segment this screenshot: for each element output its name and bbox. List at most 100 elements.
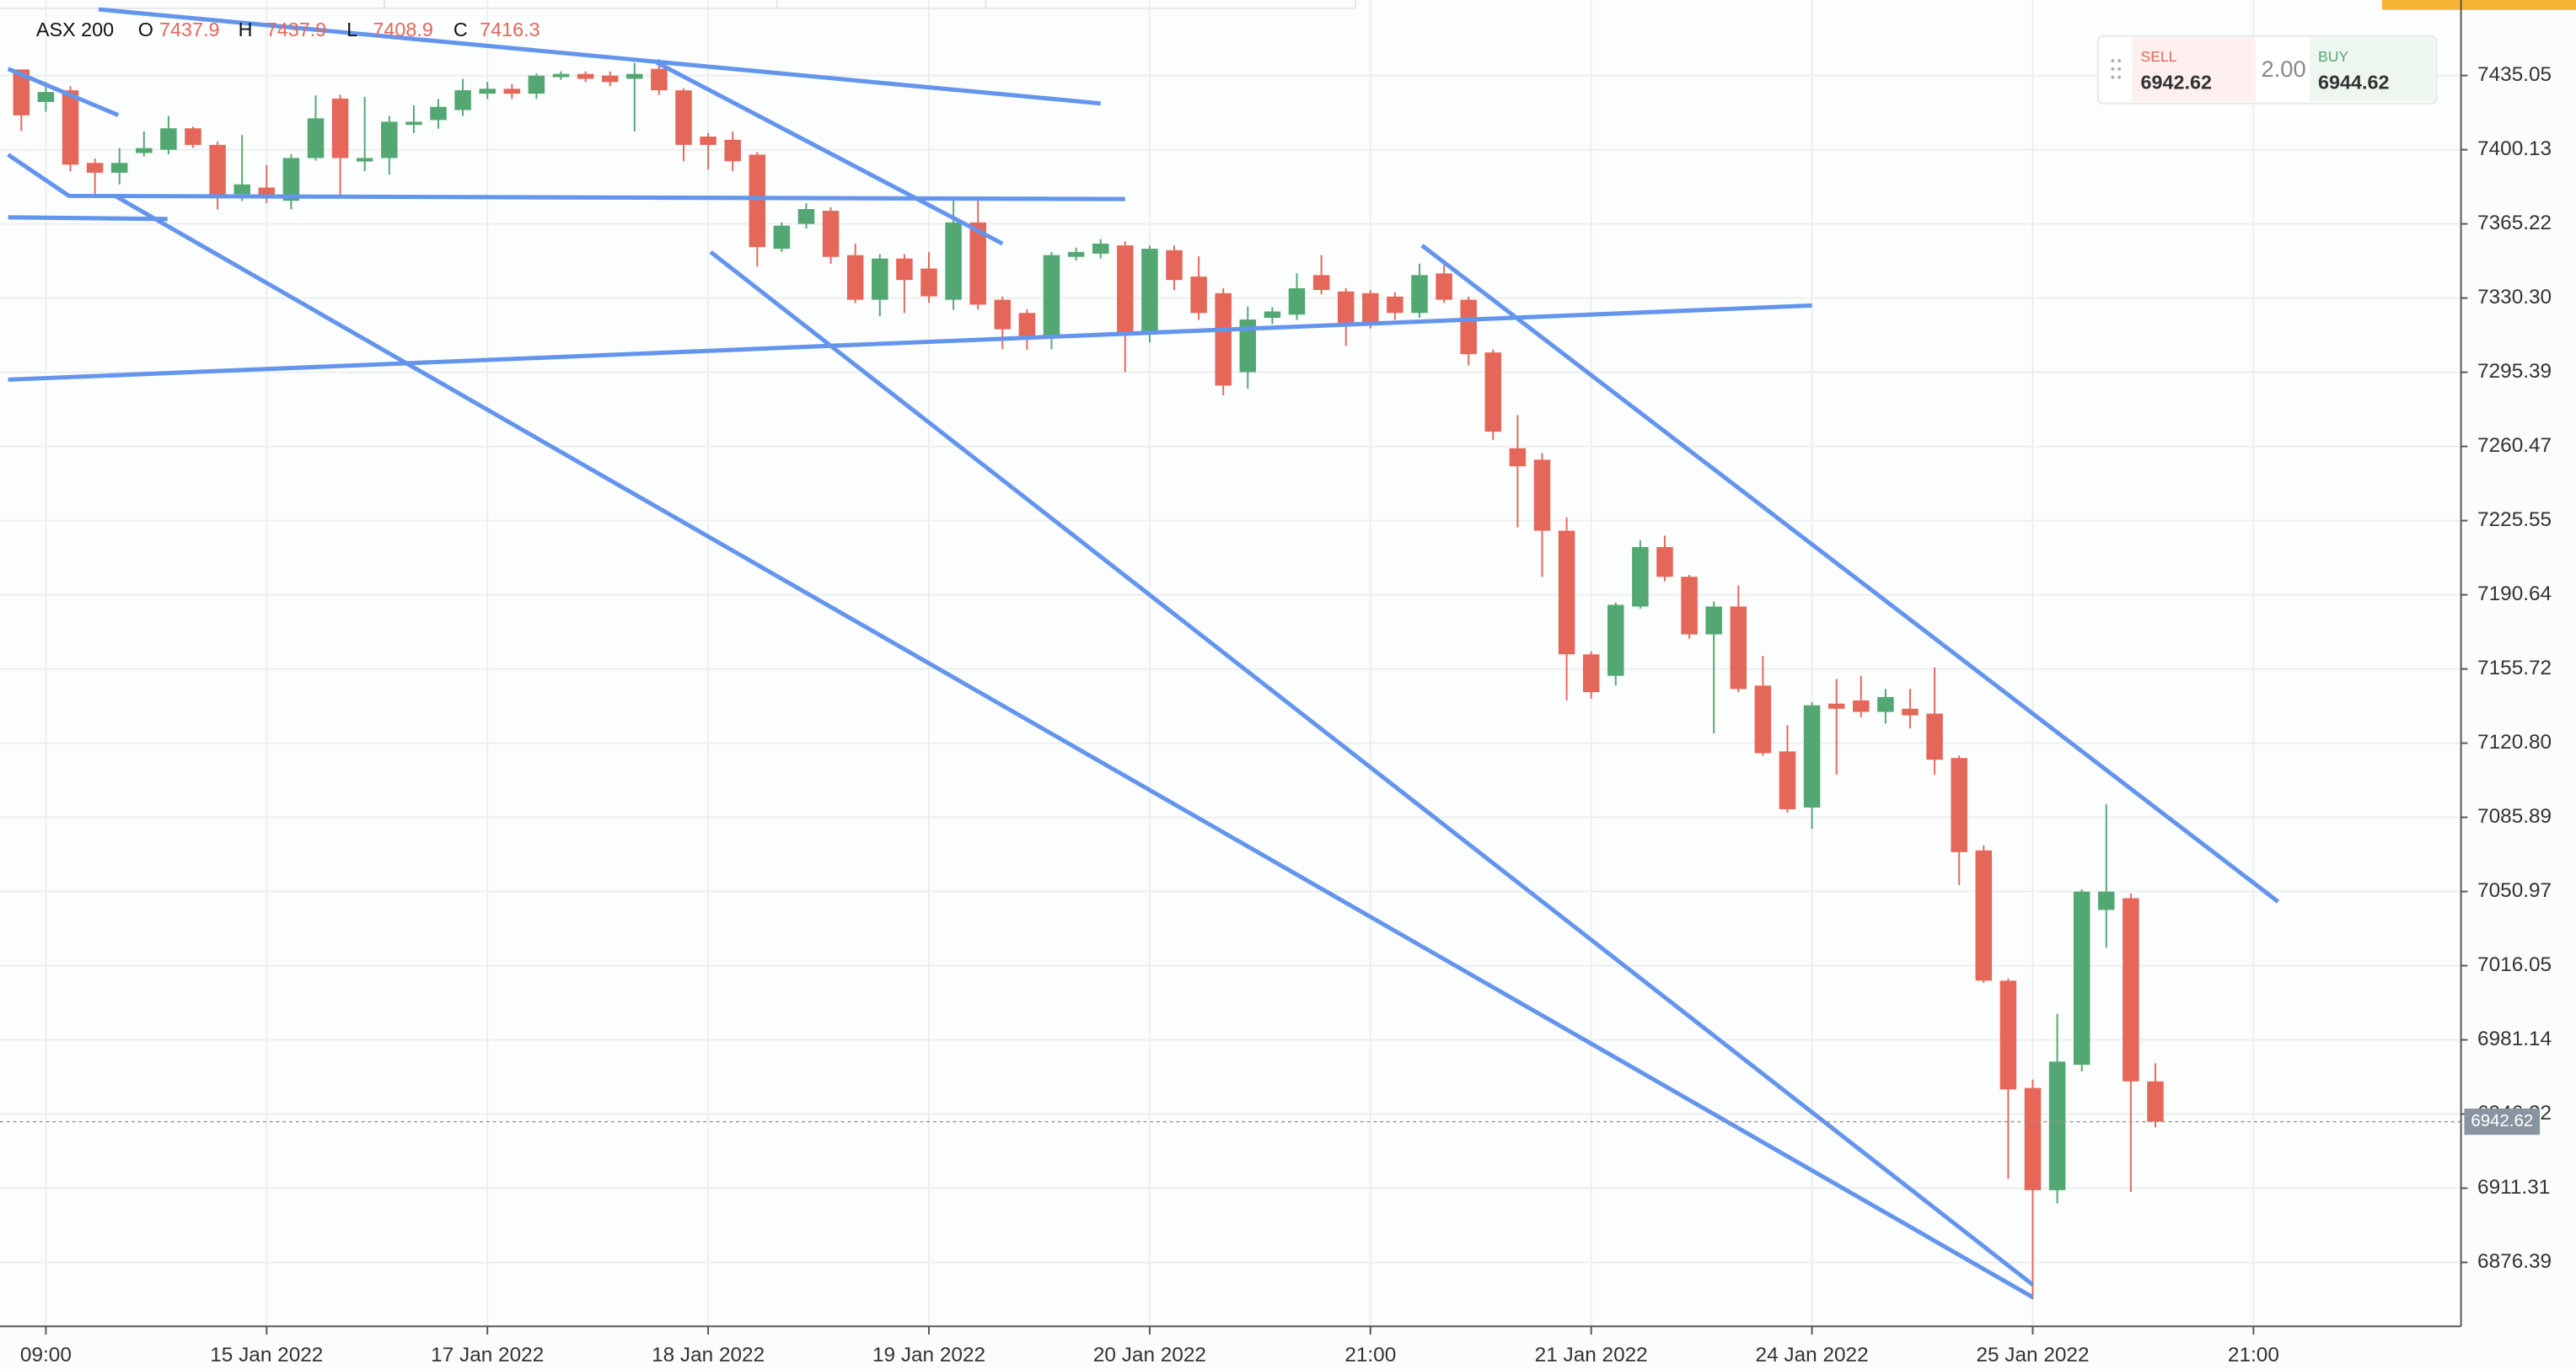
candle-body	[822, 211, 840, 257]
candle-body	[503, 89, 521, 94]
candle-body	[233, 184, 250, 195]
candle-body	[969, 222, 986, 305]
candle-body	[1632, 546, 1649, 607]
candle-body	[1362, 293, 1379, 324]
buy-price: 6944.62	[2318, 71, 2389, 93]
candle-body	[37, 92, 55, 102]
trendline	[98, 7, 1101, 106]
candle-body	[846, 255, 864, 300]
candle-body	[1190, 276, 1207, 314]
candle-body	[1312, 275, 1330, 291]
candle-body	[1460, 299, 1477, 355]
y-tick-label: 7260.47	[2477, 434, 2552, 457]
candle-body	[749, 154, 766, 248]
h-label: H	[239, 19, 253, 40]
candle-body	[13, 69, 30, 115]
candle-body	[2024, 1087, 2042, 1190]
candle-body	[282, 158, 300, 201]
trendline	[8, 303, 1812, 382]
x-tick-label: 15 Jan 2022	[210, 1344, 323, 1366]
drag-handle[interactable]	[2111, 59, 2122, 79]
candle-body	[1951, 758, 1967, 852]
last-price-label: 6942.62	[2471, 1111, 2533, 1130]
y-tick-label: 7120.80	[2477, 731, 2552, 754]
candle-body	[945, 222, 962, 300]
candle-body	[1337, 291, 1355, 324]
candle-body	[258, 187, 276, 198]
candle-body	[1067, 251, 1085, 257]
x-tick-label: 25 Jan 2022	[1976, 1344, 2089, 1366]
ohlc-header: ASX 200 O 7437.9 H 7437.9 L 7408.9 C 741…	[36, 19, 540, 40]
candle-body	[920, 268, 937, 297]
candle-body	[1877, 696, 1894, 712]
x-tick-label: 19 Jan 2022	[872, 1344, 985, 1366]
x-tick-label: 20 Jan 2022	[1093, 1344, 1206, 1366]
sell-button[interactable]	[2132, 37, 2256, 102]
x-tick-label: 21:00	[2228, 1344, 2279, 1366]
candle-body	[1607, 604, 1624, 676]
h-value: 7437.9	[266, 19, 326, 40]
y-tick-label: 7050.97	[2477, 879, 2552, 902]
candle-body	[2123, 898, 2139, 1082]
candle-body	[1509, 448, 1527, 467]
y-tick-label: 7400.13	[2477, 137, 2552, 160]
sell-label: SELL	[2141, 48, 2177, 65]
candle-body	[1705, 606, 1722, 635]
candle-body	[479, 89, 496, 94]
candle-body	[381, 121, 398, 158]
candle-body	[160, 128, 177, 150]
c-label: C	[453, 19, 468, 40]
menu-tab[interactable]	[2382, 0, 2576, 10]
candle-body	[1558, 530, 1575, 655]
candle-body	[896, 258, 913, 281]
c-value: 7416.3	[480, 19, 539, 40]
trendline	[7, 153, 1125, 201]
trendline	[8, 215, 168, 222]
candle-body	[1681, 577, 1698, 635]
candle-body	[675, 90, 692, 145]
x-tick-label: 21:00	[1344, 1344, 1396, 1366]
candle-body	[62, 90, 79, 165]
candle-body	[1853, 700, 1870, 712]
y-tick-label: 6911.31	[2477, 1176, 2550, 1199]
candle-body	[1288, 287, 1306, 315]
candle-body	[626, 73, 643, 79]
candle-body	[724, 139, 741, 162]
candle-body	[528, 75, 545, 94]
candle-body	[136, 148, 153, 153]
trendline	[114, 194, 2034, 1300]
candle-body	[1264, 311, 1281, 319]
candle-body	[601, 75, 619, 83]
candle-body	[1117, 245, 1134, 333]
candle-body	[1092, 244, 1109, 254]
o-label: O	[138, 19, 153, 40]
l-label: L	[346, 19, 357, 40]
candle-body	[1779, 751, 1796, 809]
candle-body	[356, 158, 373, 162]
y-tick-label: 6981.14	[2477, 1028, 2552, 1050]
candle-body	[1018, 313, 1036, 336]
y-tick-label: 7365.22	[2477, 212, 2552, 234]
y-tick-label: 7085.89	[2477, 805, 2552, 828]
trendlines	[0, 7, 2461, 1300]
spread: 2.00	[2262, 56, 2306, 82]
candle-body	[651, 68, 668, 91]
y-tick-label: 7225.55	[2477, 508, 2552, 531]
candle-body	[2073, 891, 2090, 1066]
l-value: 7408.9	[373, 19, 432, 40]
candle-body	[110, 163, 128, 173]
y-tick-label: 7155.72	[2477, 657, 2552, 679]
candle-body	[994, 299, 1012, 330]
y-tick-label: 7190.64	[2477, 582, 2552, 605]
buy-button[interactable]	[2310, 37, 2435, 102]
candle-body	[872, 258, 888, 300]
candle-body	[454, 90, 471, 110]
candle-body	[1902, 708, 1919, 716]
x-tick-label: 09:00	[20, 1344, 72, 1366]
y-tick-label: 6876.39	[2477, 1250, 2552, 1273]
candle-body	[1215, 293, 1232, 386]
candle-body	[405, 121, 422, 126]
last-price-box	[2464, 1109, 2541, 1135]
x-tick-label: 21 Jan 2022	[1535, 1344, 1648, 1366]
